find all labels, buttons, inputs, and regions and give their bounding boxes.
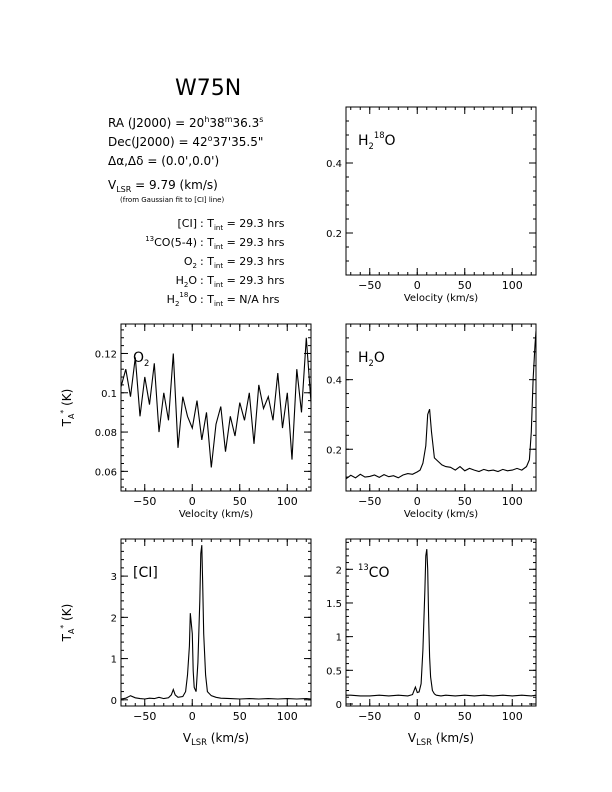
x-tick-label: 0: [189, 495, 196, 508]
x-tick-label: 100: [277, 710, 298, 723]
y-tick-label: 1: [111, 655, 117, 666]
x-tick-label: 0: [189, 710, 196, 723]
x-axis-label: Velocity (km/s): [404, 293, 478, 304]
tint-value-0: : Tint = 29.3 hrs: [200, 217, 285, 232]
tint-species-3: H2O: [176, 274, 198, 289]
plot-frame: [345, 538, 537, 707]
panel-label: H218O: [358, 130, 396, 151]
x-tick-label: 0: [414, 710, 421, 723]
y-axis-label: TA* (K): [59, 389, 76, 428]
offset-line: Δα,Δδ = (0.0',0.0'): [108, 154, 219, 168]
tint-value-4: : Tint = N/A hrs: [200, 293, 280, 308]
spectrum-line: [346, 330, 536, 480]
x-tick-label: 0: [414, 495, 421, 508]
x-tick-label: 100: [502, 279, 523, 292]
ra-line: RA (J2000) = 20h38m36.3s: [108, 115, 263, 130]
x-tick-label: 50: [458, 710, 472, 723]
y-axis-label: TA* (K): [59, 604, 76, 643]
y-tick-label: 3: [111, 572, 117, 583]
x-tick-label: −50: [358, 495, 381, 508]
x-tick-label: −50: [133, 710, 156, 723]
x-axis-label: Velocity (km/s): [404, 509, 478, 520]
y-tick-label: 0.2: [326, 445, 342, 456]
panel-label: O2: [133, 350, 149, 368]
spectrum-line: [346, 549, 536, 697]
y-tick-label: 0.4: [326, 159, 342, 170]
y-tick-label: 0.2: [326, 229, 342, 240]
tint-value-1: : Tint = 29.3 hrs: [200, 236, 285, 251]
x-tick-label: 100: [502, 710, 523, 723]
y-tick-label: 2: [336, 565, 342, 576]
panel-h2_18o: −50 0 50 100 0.2 0.4 H218O Velocity (km/s): [326, 106, 537, 304]
dec-line: Dec(J2000) = 42o37'35.5": [108, 134, 263, 149]
x-axis-label: Velocity (km/s): [179, 509, 253, 520]
vlsr-line: VLSR = 9.79 (km/s): [108, 178, 218, 194]
tint-species-4: H218O: [167, 291, 198, 308]
x-axis-label: VLSR (km/s): [183, 731, 249, 747]
panel-label: H2O: [358, 350, 385, 368]
plot-frame: [120, 323, 312, 492]
figure-title: W75N: [175, 76, 241, 101]
panel-label: [CI]: [133, 565, 158, 581]
spectrum-line: [121, 545, 311, 700]
x-axis-label: VLSR (km/s): [408, 731, 474, 747]
y-tick-label: 0: [111, 696, 117, 707]
y-tick-label: 0.12: [95, 349, 117, 360]
y-tick-label: 0: [336, 700, 342, 711]
x-tick-label: 100: [502, 495, 523, 508]
plot-frame: [120, 538, 312, 707]
vlsr-note: (from Gaussian fit to [CI] line): [120, 196, 224, 204]
x-tick-label: 0: [414, 279, 421, 292]
panel-ci: −50 0 50 100 0 1 2 3 [CI] VLSR (km/s) TA* (K): [59, 538, 312, 747]
panel-label: 13CO: [358, 562, 389, 581]
x-tick-label: −50: [358, 279, 381, 292]
panel-o2: −50 0 50 100 0.06 0.08 0.1 0.12 O2 Velocity (km/s…: [59, 323, 312, 520]
x-tick-label: 50: [233, 710, 247, 723]
y-tick-label: 0.08: [95, 428, 117, 439]
y-tick-label: 1.5: [326, 599, 342, 610]
observation-info: RA (J2000) = 20h38m36.3s Dec(J2000) = 42…: [108, 115, 285, 308]
tint-value-3: : Tint = 29.3 hrs: [200, 274, 285, 289]
spectrum-line: [121, 337, 311, 468]
x-tick-label: 50: [233, 495, 247, 508]
x-tick-label: 50: [458, 495, 472, 508]
y-tick-label: 0.06: [95, 467, 117, 478]
x-tick-label: 50: [458, 279, 472, 292]
y-tick-label: 1: [336, 633, 342, 644]
tint-species-1: 13CO(5-4): [145, 235, 197, 249]
x-tick-label: −50: [133, 495, 156, 508]
tint-value-2: : Tint = 29.3 hrs: [200, 255, 285, 270]
y-tick-label: 2: [111, 613, 117, 624]
x-tick-label: −50: [358, 710, 381, 723]
x-tick-label: 100: [277, 495, 298, 508]
panel-h2o: −50 0 50 100 0.2 0.4 H2O Velocity (km/s): [326, 323, 537, 520]
tint-species-2: O2: [184, 255, 197, 270]
y-tick-label: 0.1: [101, 389, 117, 400]
y-tick-label: 0.5: [326, 666, 342, 677]
y-tick-label: 0.4: [326, 376, 342, 387]
panel-co13: −50 0 50 100 0 0.5 1 1.5 2 13CO VLSR (km/s): [326, 538, 537, 747]
tint-species-0: [CI]: [177, 217, 197, 230]
